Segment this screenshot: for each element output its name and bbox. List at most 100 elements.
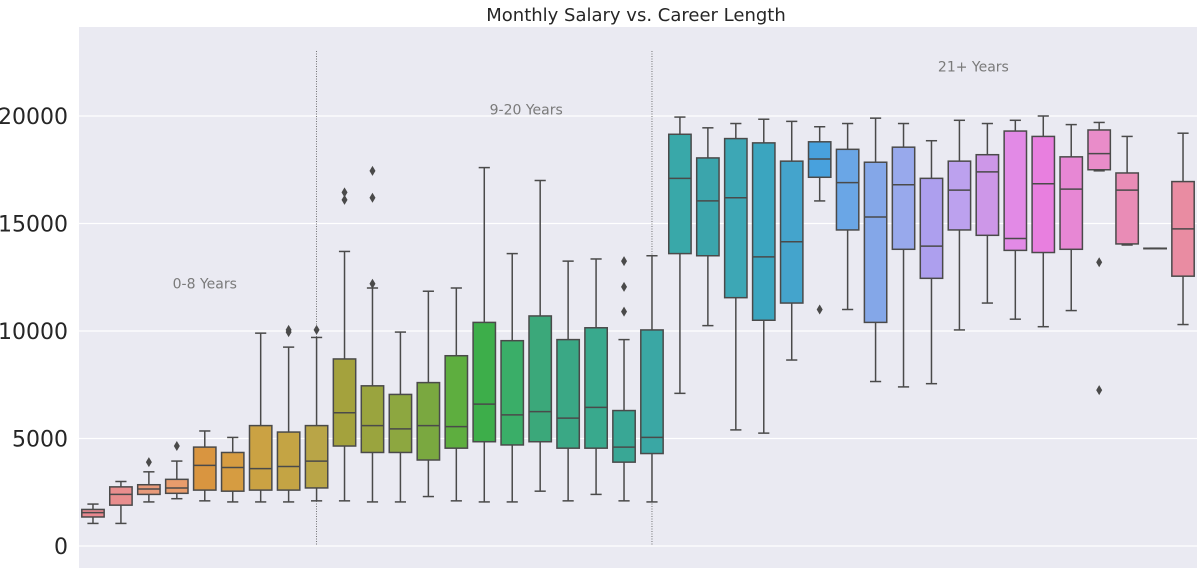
box-39 (1143, 247, 1168, 250)
box-26 (779, 120, 804, 361)
outlier-2 (341, 187, 348, 198)
box-36 (1059, 123, 1084, 312)
box-13 (416, 290, 441, 498)
box-iqr (304, 424, 329, 489)
box-12 (388, 331, 413, 503)
box-iqr (1087, 129, 1112, 171)
box-35 (1031, 115, 1056, 328)
box-iqr (863, 161, 888, 324)
box-1 (81, 503, 105, 525)
box-18 (556, 260, 581, 502)
box-iqr (947, 160, 972, 231)
box-4 (164, 441, 189, 500)
box-3 (136, 457, 161, 503)
box-iqr (667, 133, 692, 255)
box-10 (332, 187, 357, 502)
y-tick-labels: 0 5000 10000 15000 20000 (0, 105, 68, 560)
box-34 (1003, 119, 1028, 320)
box-31 (919, 139, 944, 385)
box-iqr (444, 354, 469, 449)
box-iqr (388, 393, 413, 454)
box-iqr (612, 409, 636, 463)
box-iqr (1115, 172, 1140, 245)
box-16 (500, 252, 525, 503)
box-8 (276, 324, 301, 503)
box-iqr (164, 478, 189, 495)
outlier-2 (285, 324, 292, 335)
box-iqr (1003, 130, 1028, 252)
box-iqr (416, 381, 441, 461)
box-28 (835, 122, 860, 311)
box-iqr (500, 339, 525, 446)
box-14 (444, 287, 469, 502)
box-iqr (723, 137, 748, 299)
box-33 (975, 122, 1000, 304)
box-iqr (472, 321, 497, 443)
outlier-1 (341, 194, 348, 205)
boxes (81, 115, 1195, 525)
outlier-1 (816, 304, 823, 315)
y-tick-label-5000: 5000 (12, 428, 68, 453)
box-iqr (919, 177, 944, 280)
group-label-2: 9-20 Years (490, 103, 563, 119)
outlier-1 (173, 441, 180, 452)
y-tick-label-20000: 20000 (0, 105, 68, 130)
box-iqr (108, 486, 133, 506)
box-iqr (695, 157, 720, 257)
box-7 (248, 332, 273, 503)
y-tick-label-15000: 15000 (0, 213, 68, 238)
outlier-2 (621, 281, 628, 292)
box-iqr (528, 315, 553, 443)
box-20 (612, 256, 636, 502)
box-iqr (192, 446, 217, 491)
outlier-2 (369, 192, 376, 203)
box-iqr (332, 358, 357, 447)
outlier-1 (313, 324, 320, 335)
box-25 (751, 118, 776, 434)
outlier-1 (369, 278, 376, 289)
box-19 (584, 258, 609, 496)
box-21 (640, 255, 664, 503)
chart-title: Monthly Salary vs. Career Length (486, 5, 786, 26)
box-iqr (360, 385, 385, 454)
box-15 (472, 166, 497, 503)
box-11 (360, 165, 385, 503)
outlier-1 (621, 306, 628, 317)
box-iqr (276, 431, 301, 491)
box-37 (1087, 121, 1112, 396)
group-label-1: 0-8 Years (173, 277, 237, 293)
box-24 (723, 122, 748, 431)
box-iqr (556, 338, 581, 449)
box-32 (947, 119, 972, 331)
y-tick-label-10000: 10000 (0, 320, 68, 345)
y-tick-label-0: 0 (54, 535, 68, 560)
outlier-1 (1096, 257, 1103, 268)
box-6 (220, 436, 245, 503)
group-labels: 0-8 Years 9-20 Years 21+ Years (173, 60, 1009, 293)
box-iqr (779, 160, 804, 304)
box-iqr (248, 424, 273, 491)
box-iqr (1059, 156, 1084, 251)
box-5 (192, 430, 217, 502)
box-27 (807, 126, 832, 315)
box-iqr (835, 148, 860, 231)
outlier-1 (145, 457, 152, 468)
box-iqr (751, 142, 776, 321)
box-9 (304, 324, 329, 502)
box-iqr (975, 153, 1000, 237)
outlier-3 (369, 165, 376, 176)
box-23 (695, 127, 720, 327)
box-38 (1115, 135, 1140, 246)
outlier-2 (1096, 385, 1103, 396)
box-iqr (891, 146, 916, 251)
box-17 (528, 179, 553, 492)
outlier-3 (621, 256, 628, 267)
box-30 (891, 122, 916, 388)
box-iqr (640, 329, 664, 455)
box-iqr (1031, 135, 1056, 254)
plot-area (79, 27, 1197, 568)
box-22 (667, 116, 692, 395)
box-iqr (220, 451, 245, 492)
box-40 (1171, 132, 1195, 326)
